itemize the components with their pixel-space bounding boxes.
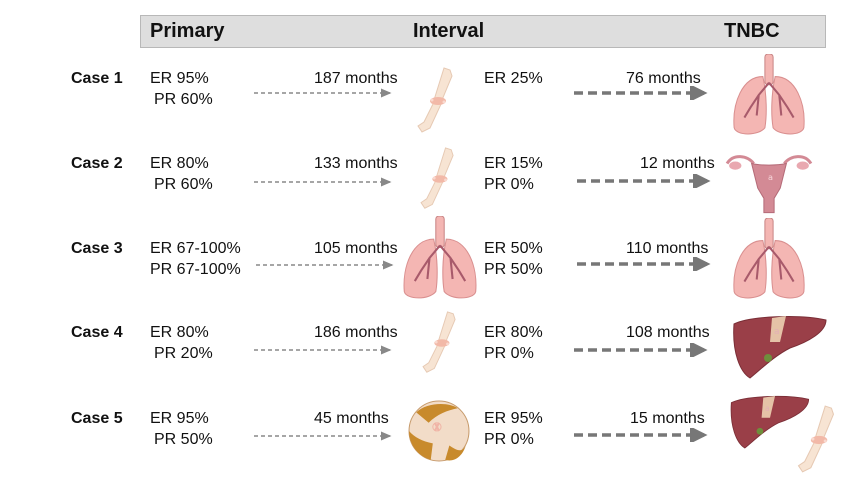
interval-time: 186 months (314, 324, 398, 341)
skin-icon (408, 400, 470, 462)
interval-time: 105 months (314, 240, 398, 257)
primary-er: ER 95% (150, 410, 209, 427)
interval-arrow (254, 345, 392, 355)
primary-er: ER 80% (150, 324, 209, 341)
interval-time: 45 months (314, 410, 389, 427)
interval-time: 187 months (314, 70, 398, 87)
interval-arrow (254, 431, 392, 441)
lungs-icon (727, 54, 811, 136)
tnbc-arrow (574, 86, 708, 100)
uterus-icon (723, 153, 815, 215)
tnbc-time: 108 months (626, 324, 710, 341)
tnbc-arrow (577, 257, 711, 271)
header-tnbc: TNBC (724, 20, 780, 42)
interval-er: ER 95% (484, 410, 543, 427)
lungs-icon (398, 216, 482, 300)
primary-pr: PR 60% (154, 176, 213, 193)
bone-icon (796, 404, 838, 476)
tnbc-time: 76 months (626, 70, 701, 87)
interval-pr: PR 50% (484, 261, 543, 278)
primary-pr: PR 67-100% (150, 261, 241, 278)
interval-arrow (254, 177, 392, 187)
case-label: Case 2 (71, 155, 123, 172)
primary-pr: PR 60% (154, 91, 213, 108)
interval-er: ER 25% (484, 70, 543, 87)
header-primary: Primary (150, 20, 225, 42)
primary-er: ER 80% (150, 155, 209, 172)
case-label: Case 5 (71, 410, 123, 427)
tnbc-arrow (574, 428, 708, 442)
lungs-icon (727, 218, 811, 300)
bone-icon (418, 146, 458, 212)
tnbc-arrow (577, 174, 711, 188)
case-label: Case 1 (71, 70, 123, 87)
bone-icon (420, 310, 460, 376)
interval-arrow (254, 88, 392, 98)
header-bar (140, 15, 826, 48)
interval-arrow (256, 260, 394, 270)
tnbc-arrow (574, 343, 708, 357)
interval-pr: PR 0% (484, 431, 534, 448)
tnbc-time: 15 months (630, 410, 705, 427)
primary-er: ER 67-100% (150, 240, 241, 257)
interval-er: ER 50% (484, 240, 543, 257)
primary-pr: PR 50% (154, 431, 213, 448)
interval-er: ER 15% (484, 155, 543, 172)
case-label: Case 4 (71, 324, 123, 341)
primary-er: ER 95% (150, 70, 209, 87)
bone-icon (416, 66, 456, 136)
case-label: Case 3 (71, 240, 123, 257)
interval-er: ER 80% (484, 324, 543, 341)
liver-icon (730, 312, 830, 382)
header-interval: Interval (413, 20, 485, 42)
tnbc-time: 12 months (640, 155, 715, 172)
interval-pr: PR 0% (484, 176, 534, 193)
tnbc-time: 110 months (626, 240, 709, 257)
primary-pr: PR 20% (154, 345, 213, 362)
interval-pr: PR 0% (484, 345, 534, 362)
interval-time: 133 months (314, 155, 398, 172)
